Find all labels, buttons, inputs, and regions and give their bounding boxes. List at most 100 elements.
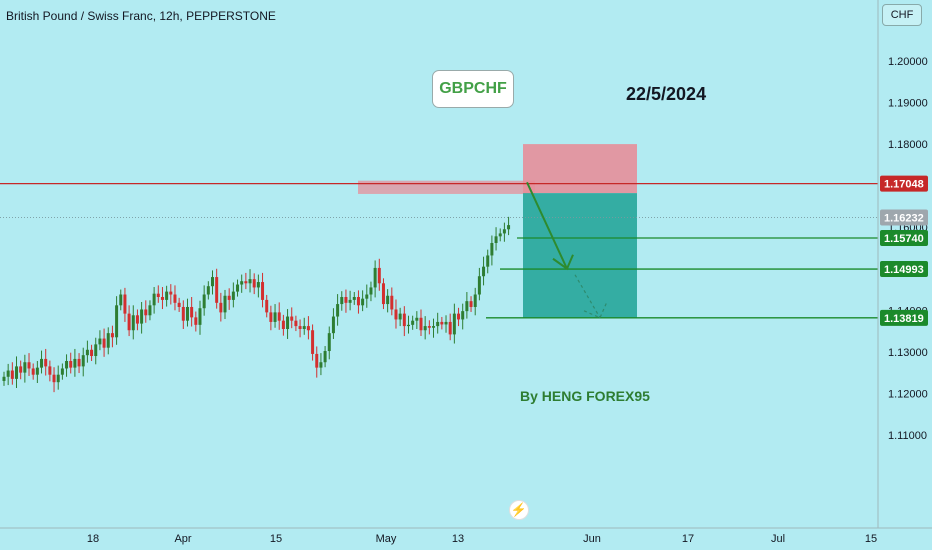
candle-body (331, 316, 335, 334)
candle (411, 315, 415, 330)
candle-body (19, 366, 23, 373)
candle-body (381, 283, 385, 305)
candle (331, 308, 335, 339)
candle-body (52, 374, 56, 383)
candle-body (15, 366, 19, 379)
candle (315, 346, 319, 378)
candle (2, 371, 6, 386)
candle-body (123, 294, 127, 314)
price-label-text: 1.17048 (884, 179, 924, 191)
candle-body (140, 309, 144, 324)
candle-body (40, 358, 44, 368)
candle-body (85, 349, 89, 356)
candle-body (131, 315, 135, 331)
candle-body (73, 358, 77, 368)
y-tick-label: 1.12000 (888, 388, 928, 400)
candle (252, 273, 256, 295)
candle (440, 316, 444, 330)
supply-zone (358, 180, 535, 194)
candle-body (286, 316, 290, 329)
currency-button[interactable]: CHF (882, 4, 922, 26)
candle (231, 282, 235, 308)
candle (356, 290, 360, 314)
candle-body (160, 297, 164, 300)
candle-body (185, 306, 189, 321)
candle-body (319, 362, 323, 368)
candle-body (373, 267, 377, 288)
candle-body (394, 309, 398, 320)
candle (211, 270, 214, 295)
candle (194, 311, 198, 332)
candle-body (152, 293, 156, 306)
candle (173, 285, 177, 311)
candle (294, 315, 298, 332)
candle-body (465, 301, 469, 312)
candle-body (490, 242, 494, 256)
candle-body (65, 360, 69, 369)
candle (482, 256, 486, 286)
candle (465, 292, 469, 319)
x-tick-label: May (376, 533, 397, 545)
candle (423, 316, 427, 340)
stop-loss-zone[interactable] (523, 144, 637, 194)
candle (90, 344, 94, 361)
candle-body (236, 284, 240, 292)
candle-body (369, 287, 373, 295)
candle-body (440, 321, 444, 325)
candle (85, 340, 89, 363)
candle (336, 294, 340, 326)
candle-body (102, 338, 106, 348)
candle (436, 312, 440, 334)
candle (44, 348, 48, 376)
candle (311, 324, 315, 361)
price-label-badge (880, 261, 928, 278)
candle-body (415, 317, 419, 321)
y-tick-label: 1.19000 (888, 98, 928, 110)
candle-body (227, 295, 231, 300)
candle (65, 354, 69, 377)
candle-body (482, 266, 486, 277)
candle-body (198, 308, 202, 325)
candle (373, 260, 377, 298)
price-label-text: 1.13819 (884, 313, 924, 325)
x-tick-label: 15 (270, 533, 282, 545)
candle-body (386, 295, 390, 305)
candle (348, 290, 352, 311)
candle (444, 315, 448, 333)
price-label-badge (880, 230, 928, 247)
candle-body (31, 368, 35, 375)
candle (290, 307, 294, 329)
candle (457, 307, 461, 327)
candle-body (169, 291, 173, 295)
candle-body (340, 297, 344, 305)
candle-body (461, 311, 465, 320)
x-tick-label: 15 (865, 533, 877, 545)
candle (261, 272, 265, 308)
x-tick-label: Jun (583, 533, 601, 545)
candle-body (473, 294, 477, 307)
candle-body (423, 326, 427, 331)
candle (298, 319, 302, 338)
candle (415, 311, 419, 329)
candle (377, 258, 381, 291)
candle-body (344, 297, 348, 303)
candle-body (256, 282, 260, 288)
tradingview-logo-icon[interactable]: ⚡ (509, 500, 529, 520)
candle (319, 353, 323, 376)
candle (77, 353, 81, 374)
candle-body (106, 333, 110, 348)
candle (432, 318, 436, 338)
candle (281, 314, 285, 336)
candle (286, 309, 290, 339)
candle (273, 304, 277, 328)
candle (494, 227, 498, 251)
candle-body (35, 367, 39, 375)
candle (198, 300, 202, 335)
candle (269, 305, 273, 331)
candle (140, 301, 144, 334)
candle (448, 313, 452, 341)
candle (152, 287, 156, 314)
candle-body (457, 313, 461, 320)
price-label-text: 1.16232 (884, 213, 924, 225)
candle-body (390, 295, 394, 310)
